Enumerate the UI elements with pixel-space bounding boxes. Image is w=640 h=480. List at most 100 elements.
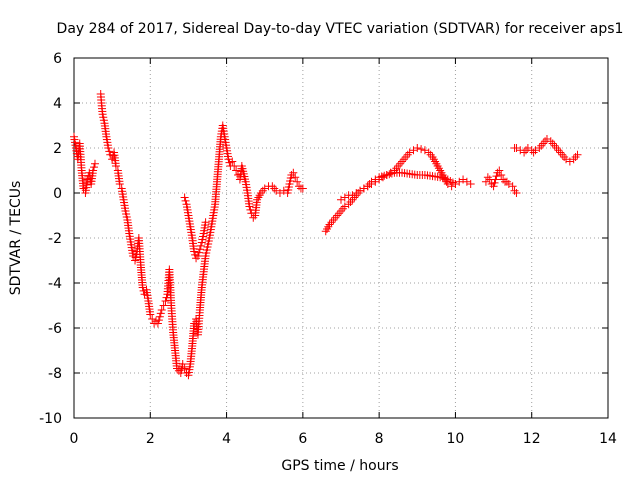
data-point (413, 144, 422, 152)
data-point (329, 216, 338, 224)
data-point (111, 162, 120, 170)
data-point (560, 153, 569, 161)
data-point (394, 162, 403, 170)
chart-title: Day 284 of 2017, Sidereal Day-to-day VTE… (57, 21, 624, 37)
data-point (562, 155, 571, 164)
y-tick-label: 6 (53, 51, 62, 67)
data-point (115, 180, 124, 188)
data-point (295, 182, 304, 191)
x-tick-label: 8 (375, 431, 384, 447)
data-point (181, 196, 190, 205)
x-tick-label: 12 (523, 431, 541, 447)
data-point (335, 209, 344, 218)
data-point (401, 153, 410, 161)
data-point (268, 182, 277, 191)
data-point (548, 139, 557, 148)
data-point (466, 180, 475, 188)
data-point (420, 146, 429, 155)
data-point (230, 162, 239, 170)
data-point (495, 166, 504, 175)
data-point (523, 144, 532, 152)
data-point (508, 182, 517, 191)
data-point (159, 301, 168, 310)
data-point (178, 360, 187, 368)
data-point (550, 141, 559, 150)
data-point (512, 189, 521, 197)
data-point (104, 144, 113, 152)
x-tick-label: 4 (222, 431, 231, 447)
data-point (346, 198, 355, 206)
data-point (148, 315, 157, 323)
data-point (90, 163, 99, 172)
data-point (365, 180, 374, 188)
data-point (556, 148, 565, 157)
data-point (180, 193, 189, 202)
data-point (340, 193, 349, 202)
data-point (245, 202, 254, 211)
data-point (409, 146, 418, 155)
x-tick-label: 10 (447, 431, 465, 447)
data-point (403, 150, 412, 159)
data-point (156, 309, 165, 318)
data-point (331, 213, 340, 222)
data-point (447, 182, 456, 191)
data-points-layer (70, 90, 582, 380)
data-point (531, 146, 540, 155)
data-point (537, 141, 546, 150)
data-point (489, 182, 498, 191)
data-point (520, 148, 529, 157)
y-tick-label: -8 (48, 366, 62, 382)
x-tick-label: 14 (599, 431, 617, 447)
data-point (348, 191, 357, 200)
y-tick-label: -6 (48, 321, 62, 337)
data-point (405, 148, 414, 157)
data-point (228, 157, 237, 166)
data-point (499, 175, 508, 184)
data-point (194, 248, 203, 257)
data-point (490, 178, 499, 187)
data-point (196, 241, 205, 250)
data-point (481, 177, 490, 186)
plot-frame (73, 57, 609, 419)
data-point (201, 218, 210, 227)
data-point (232, 166, 241, 175)
y-tick-label: 4 (53, 96, 62, 112)
data-point (569, 155, 578, 164)
data-point (546, 137, 555, 146)
data-point (180, 364, 189, 373)
data-point (89, 166, 98, 175)
x-tick-label: 2 (146, 431, 155, 447)
data-point (492, 172, 501, 181)
data-point (350, 193, 359, 202)
data-point (157, 306, 166, 314)
data-point (338, 204, 347, 213)
data-point (417, 145, 426, 154)
data-point (153, 319, 162, 328)
data-point (298, 184, 307, 193)
data-point (483, 173, 492, 182)
data-point (352, 189, 361, 197)
tick-label-layer: 0 2 4 6 8 10 12 14 -10 -8 -6 -4 -2 0 2 4 6 (39, 51, 617, 447)
data-point (272, 186, 281, 195)
data-point (90, 159, 99, 168)
data-point (451, 180, 460, 188)
data-point (399, 155, 408, 164)
y-tick-label: 2 (53, 141, 62, 157)
data-point (293, 177, 302, 186)
data-point (193, 252, 202, 260)
data-point (289, 168, 298, 177)
grid-layer (74, 58, 608, 418)
data-point (154, 316, 163, 325)
data-point (504, 180, 513, 188)
data-point (552, 144, 561, 152)
y-axis-label: SDTVAR / TECUs (8, 181, 24, 296)
data-point (539, 139, 548, 148)
data-point (161, 297, 170, 305)
x-tick-label: 0 (70, 431, 79, 447)
data-point (491, 175, 500, 184)
data-point (510, 186, 519, 195)
data-point (249, 213, 258, 222)
data-point (512, 144, 521, 152)
data-point (398, 157, 407, 166)
